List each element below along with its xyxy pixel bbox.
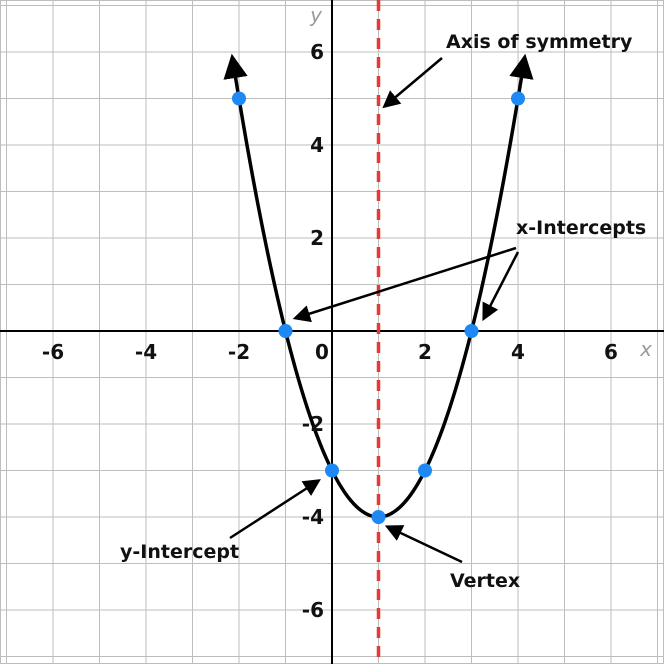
x-tick-label: -4 xyxy=(135,340,157,364)
y-intercept-arrow xyxy=(229,479,321,540)
y-tick-label: 4 xyxy=(310,133,324,157)
annotations: Axis of symmetry x-Intercepts y-Intercep… xyxy=(120,31,646,592)
y-tick-label: 6 xyxy=(310,40,324,64)
y-intercept-label: y-Intercept xyxy=(120,541,239,563)
x-intercepts-label: x-Intercepts xyxy=(516,217,646,239)
axis-of-symmetry-label: Axis of symmetry xyxy=(446,31,633,53)
x-tick-label: 6 xyxy=(604,340,618,364)
y-tick-label: 2 xyxy=(310,226,324,250)
curve-point xyxy=(371,510,386,524)
x-tick-label: 0 xyxy=(315,340,329,364)
axis-of-symmetry-arrow xyxy=(382,57,443,109)
curve-point xyxy=(232,91,246,106)
curve-point xyxy=(511,91,525,106)
key-points xyxy=(232,91,525,524)
curve-point xyxy=(464,324,479,338)
tick-labels: -6 -4 -2 0 2 4 6 6 4 2 -2 -4 -6 x y xyxy=(42,3,652,622)
y-tick-label: -2 xyxy=(302,412,324,436)
x-tick-label: 2 xyxy=(418,340,432,364)
y-tick-label: -4 xyxy=(302,505,324,529)
x-tick-label: -6 xyxy=(42,340,64,364)
x-intercept-right-arrow xyxy=(482,251,520,322)
y-axis-label: y xyxy=(309,3,323,27)
vertex-arrow xyxy=(384,525,463,564)
curve-point xyxy=(325,463,339,478)
x-intercept-left-arrow xyxy=(292,246,517,323)
x-axis-label: x xyxy=(639,337,652,361)
curve-point xyxy=(278,324,293,338)
curve-point xyxy=(418,463,432,478)
x-tick-label: -2 xyxy=(228,340,250,364)
y-tick-label: -6 xyxy=(302,598,324,622)
vertex-label: Vertex xyxy=(450,570,520,592)
x-tick-label: 4 xyxy=(511,340,525,364)
